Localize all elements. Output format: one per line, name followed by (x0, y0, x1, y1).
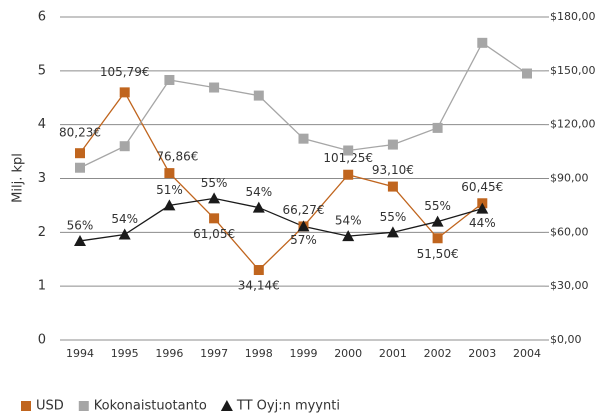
data-point (119, 87, 130, 98)
y2-tick-label: $0,00 (550, 333, 582, 346)
point-annotation: 54% (245, 185, 272, 199)
data-point (252, 201, 265, 213)
y2-tick-label: $120,00 (550, 118, 596, 131)
y2-tick-label: $150,00 (550, 64, 596, 77)
x-tick-label: 2004 (513, 347, 541, 360)
data-point (253, 90, 264, 101)
point-annotation: 56% (67, 218, 94, 232)
data-point (432, 233, 443, 244)
point-annotation: 55% (424, 199, 451, 213)
point-annotation: 105,79€ (100, 65, 150, 79)
point-annotation: 54% (335, 214, 362, 228)
y-axis-label: Milj. kpl (11, 153, 26, 203)
x-tick-label: 2001 (379, 347, 407, 360)
point-annotation: 76,86€ (156, 150, 198, 164)
point-annotation: 93,10€ (372, 163, 414, 177)
data-point (343, 145, 354, 156)
data-point (74, 234, 86, 246)
y2-tick-label: $180,00 (550, 10, 596, 23)
y-tick-label: 3 (38, 171, 46, 186)
data-point (209, 213, 220, 224)
data-point (75, 162, 85, 173)
data-point (298, 133, 309, 144)
legend-marker (78, 401, 89, 411)
x-tick-label: 1996 (155, 347, 183, 360)
point-annotation: 55% (201, 176, 228, 190)
y-tick-label: 5 (38, 63, 46, 78)
y2-tick-label: $90,00 (550, 172, 589, 185)
series-line (79, 91, 483, 271)
data-point (476, 202, 489, 214)
data-point (164, 168, 175, 179)
data-point (387, 139, 398, 150)
y-tick-label: 1 (38, 279, 46, 294)
x-tick-label: 1995 (111, 347, 139, 360)
data-point (343, 169, 354, 180)
data-point (522, 68, 532, 79)
point-annotation: 101,25€ (323, 151, 373, 165)
point-annotation: 34,14€ (238, 279, 280, 293)
point-annotation: 57% (290, 233, 317, 247)
y-tick-label: 2 (38, 225, 46, 240)
data-point (209, 82, 220, 93)
x-tick-label: 1994 (66, 347, 94, 360)
data-point (432, 122, 443, 133)
data-point (431, 215, 444, 227)
x-tick-label: 1998 (245, 347, 273, 360)
x-tick-label: 1999 (290, 347, 318, 360)
point-annotation: 44% (469, 216, 496, 230)
data-point (297, 220, 310, 232)
point-annotation: 61,05€ (193, 227, 235, 241)
data-point (387, 181, 398, 192)
y-tick-label: 6 (38, 10, 46, 25)
data-point (253, 265, 264, 276)
y-tick-label: 0 (38, 333, 46, 348)
x-tick-label: 1997 (200, 347, 228, 360)
data-point (386, 226, 399, 238)
point-annotation: 60,45€ (461, 180, 503, 194)
data-point (477, 37, 488, 48)
y2-tick-label: $30,00 (550, 279, 589, 292)
point-annotation: 51% (156, 183, 183, 197)
data-point (342, 230, 355, 242)
legend-marker (220, 400, 233, 411)
point-annotation: 51,50€ (417, 247, 459, 261)
x-tick-label: 2003 (468, 347, 496, 360)
legend-label: TT Oyj:n myynti (236, 399, 340, 414)
y2-tick-label: $60,00 (550, 225, 589, 238)
data-point (164, 74, 175, 85)
point-annotation: 54% (111, 212, 138, 226)
y-tick-label: 4 (38, 117, 46, 132)
legend-marker (21, 401, 31, 411)
data-point (75, 148, 85, 159)
x-tick-label: 2000 (334, 347, 362, 360)
data-point (118, 228, 131, 240)
data-point (163, 199, 176, 211)
x-tick-label: 2002 (424, 347, 452, 360)
data-point (119, 141, 130, 152)
legend-label: USD (36, 399, 64, 414)
series-line (79, 197, 483, 242)
legend-label: Kokonaistuotanto (94, 399, 207, 414)
point-annotation: 55% (380, 210, 407, 224)
data-point (208, 192, 221, 204)
point-annotation: 66,27€ (283, 203, 325, 217)
point-annotation: 80,23€ (59, 126, 101, 140)
series-line (79, 41, 528, 169)
